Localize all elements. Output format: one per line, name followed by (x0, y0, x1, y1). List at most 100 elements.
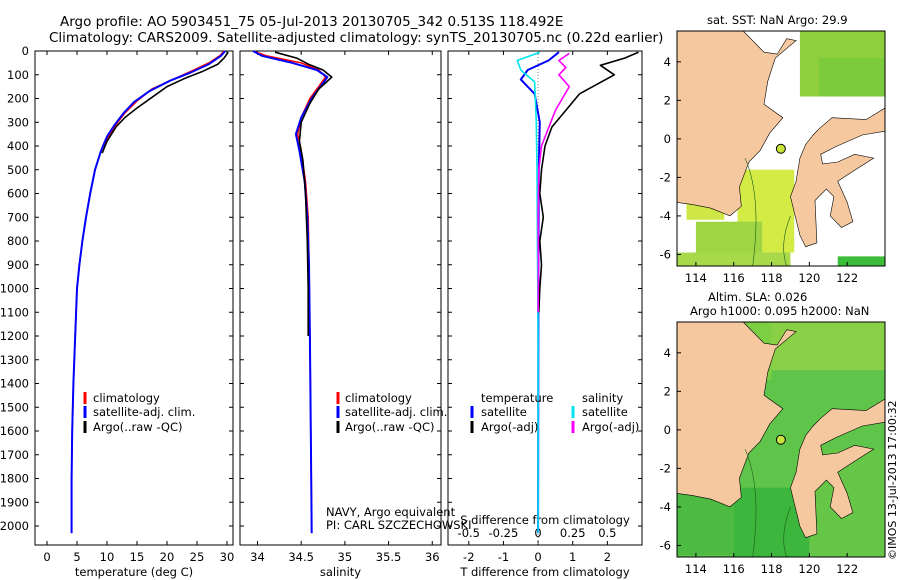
map-y-tick-label: -2 (660, 170, 671, 184)
legend-climatology-label: climatology (345, 391, 412, 405)
contour-line (783, 215, 791, 266)
figure-title-line2: Climatology: CARS2009. Satellite-adjuste… (49, 30, 663, 46)
legend-argo-label: Argo(..raw -QC) (93, 420, 183, 434)
legend-temperature-heading: temperature (481, 391, 553, 405)
x-tick-label: 0 (534, 550, 541, 564)
y-tick-label: 1600 (0, 424, 29, 438)
temperature-legend: climatology satellite-adj. clim. Argo(..… (83, 391, 195, 434)
x-tick-label: 10 (100, 550, 115, 564)
x-tick-label: -2 (463, 550, 474, 564)
contour-line (744, 449, 757, 557)
x-tick-label: 35.5 (376, 550, 402, 564)
x-tick-label: 2 (604, 550, 611, 564)
float-position-marker (775, 143, 786, 154)
y-tick-label: 1000 (0, 282, 29, 296)
map-y-tick-label: -6 (660, 538, 671, 552)
series-argo-raw-qc- (101, 51, 229, 154)
x-tick-label: 0 (43, 550, 50, 564)
salinity-annotation-line1: NAVY, Argo equivalent (326, 505, 456, 519)
salinity-plot: 34 34.5 35 35.5 36 salinity (239, 50, 442, 579)
y-tick-label: 1300 (0, 353, 29, 367)
map-y-tick-label: 4 (664, 55, 671, 69)
map-y-tick-label: -6 (660, 247, 671, 261)
sla-map-title-line2: Argo h1000: 0.095 h2000: NaN (690, 304, 869, 318)
legend-climatology-label: climatology (93, 391, 160, 405)
map-field (677, 322, 885, 557)
y-tick-label: 800 (7, 234, 29, 248)
y-tick-label: 1500 (0, 400, 29, 414)
y-tick-label: 1800 (0, 472, 29, 486)
x-axis-label: T difference from climatology (459, 565, 630, 579)
map-x-tick-label: 116 (723, 562, 745, 576)
series-satellite-adj-clim- (70, 50, 226, 534)
difference-legend: temperature satellite Argo(-adj) salinit… (470, 391, 639, 434)
plot-frame (447, 50, 643, 546)
sst-cell (677, 252, 791, 266)
legend-argo-label: Argo(..raw -QC) (345, 420, 435, 434)
map-y-tick-label: 4 (664, 346, 671, 360)
x2-tick-label: -0.5 (458, 526, 480, 540)
land-sulawesi (790, 107, 885, 248)
y-tick-label: 1400 (0, 377, 29, 391)
y-tick-label: 0 (22, 44, 29, 58)
salinity-annotation-line2: PI: CARL SZCZECHOWSKI (326, 518, 472, 532)
map-y-tick-label: -4 (660, 209, 671, 223)
contour-line (783, 506, 791, 557)
legend-salinity-heading: salinity (582, 391, 623, 405)
map-x-tick-label: 114 (685, 562, 707, 576)
sst-map: 114 116 118 120 122 4 2 0 -2 -4 -6 (660, 30, 886, 285)
series-salinity-argo-adj- (537, 52, 571, 313)
x-tick-label: 34 (250, 550, 265, 564)
legend-t-satellite-label: satellite (481, 405, 527, 419)
x2-tick-label: -0.25 (489, 526, 519, 540)
x-axis-label: temperature (deg C) (75, 565, 193, 579)
map-x-tick-label: 122 (836, 271, 858, 285)
x2-tick-label: 0.5 (598, 526, 616, 540)
x-tick-label: 1 (569, 550, 576, 564)
land-borneo (677, 322, 797, 508)
map-frame (676, 30, 886, 267)
x-tick-label: 25 (190, 550, 205, 564)
sst-map-title: sat. SST: NaN Argo: 29.9 (707, 13, 848, 27)
x-tick-label: 35 (338, 550, 353, 564)
map-frame (676, 321, 886, 558)
salinity-legend: climatology satellite-adj. clim. Argo(..… (326, 391, 472, 532)
land-borneo (677, 31, 797, 217)
sla-map: 114 116 118 120 122 4 2 0 -2 -4 -6 (660, 321, 886, 576)
figure-title-line1: Argo profile: AO 5903451_75 05-Jul-2013 … (60, 14, 563, 30)
legend-s-argo-label: Argo(-adj) (582, 420, 639, 434)
legend-satellite-label: satellite-adj. clim. (93, 405, 195, 419)
legend-s-satellite-label: satellite (582, 405, 628, 419)
y-tick-label: 1700 (0, 448, 29, 462)
legend-t-argo-label: Argo(-adj) (481, 420, 538, 434)
imos-timestamp: ©IMOS 13-Jul-2013 17:00:32 (886, 400, 899, 560)
y-tick-label: 300 (7, 115, 29, 129)
map-y-tick-label: -2 (660, 461, 671, 475)
map-x-tick-label: 116 (723, 271, 745, 285)
plot-frame (34, 50, 234, 546)
difference-plot: -2 -1 0 1 2T difference from climatology -0.5… (447, 50, 643, 579)
y-tick-label: 1200 (0, 329, 29, 343)
y-tick-label: 900 (7, 258, 29, 272)
x-tick-label: 36 (425, 550, 440, 564)
x-tick-label: 34.5 (288, 550, 314, 564)
sla-cell (771, 322, 885, 371)
map-y-tick-label: 0 (664, 423, 671, 437)
map-x-tick-label: 118 (761, 271, 783, 285)
y-tick-label: 2000 (0, 519, 29, 533)
x-tick-label: 5 (73, 550, 80, 564)
y-tick-label: 600 (7, 187, 29, 201)
map-y-tick-label: 0 (664, 132, 671, 146)
series-satellite-adj-clim- (252, 50, 329, 534)
y-tick-label: 500 (7, 163, 29, 177)
x-tick-label: -1 (498, 550, 509, 564)
map-x-tick-label: 120 (798, 271, 820, 285)
y-tick-label: 100 (7, 68, 29, 82)
land-sulawesi (790, 398, 885, 539)
x2-tick-label: 0.25 (560, 526, 586, 540)
x2-axis-label: S difference from climatology (460, 513, 630, 527)
series-argo-raw-qc- (274, 51, 333, 336)
x-axis-label: salinity (320, 565, 361, 579)
x-tick-label: 30 (220, 550, 235, 564)
